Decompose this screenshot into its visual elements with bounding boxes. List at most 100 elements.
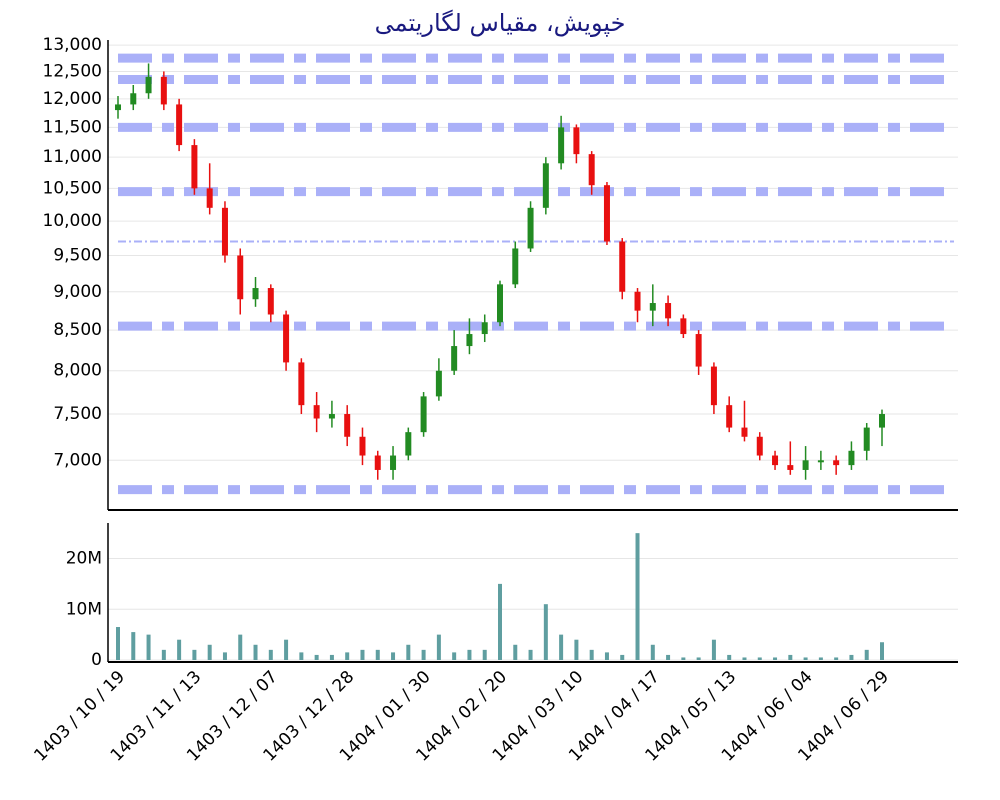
y-tick-label: 7,500 (53, 404, 102, 424)
candle-body (160, 76, 167, 105)
chart-title: خپویش، مقیاس لگاریتمی (375, 9, 626, 37)
candle-body (420, 396, 427, 433)
volume-bar (116, 627, 120, 660)
volume-bar (421, 649, 426, 660)
volume-bar (880, 642, 884, 660)
volume-bar (849, 654, 854, 660)
y-tick-label: 8,000 (53, 361, 102, 381)
volume-bar (406, 644, 411, 660)
candle-body (283, 314, 290, 363)
candle-body (237, 255, 244, 300)
candle-body (680, 318, 687, 335)
candle-body (879, 414, 885, 428)
candle-body (787, 465, 794, 470)
volume-bar (452, 652, 457, 660)
volume-bar (650, 644, 655, 660)
candle-body (359, 436, 366, 456)
candle-body (710, 366, 717, 406)
volume-bar (253, 644, 258, 660)
volume-bar (222, 652, 227, 660)
candle-body (130, 93, 137, 105)
volume-bar (146, 634, 151, 660)
volume-bar (818, 657, 823, 660)
candle-body (512, 248, 519, 285)
volume-bar (543, 604, 548, 660)
candle-body (313, 405, 320, 419)
candle-body (603, 185, 610, 242)
volume-bar (329, 654, 334, 660)
candle-body (221, 207, 228, 256)
y-tick-label: 7,000 (53, 450, 102, 470)
volume-bar (696, 657, 701, 660)
volume-bar (436, 634, 441, 660)
volume-bar (131, 632, 136, 660)
volume-bar (589, 649, 594, 660)
candle-body (741, 427, 748, 437)
candle-body (481, 322, 488, 335)
candle-body (695, 334, 702, 367)
y-tick-label: 10,500 (43, 178, 102, 198)
candle-body (374, 455, 381, 470)
y-tick-label: 9,000 (53, 282, 102, 302)
y-tick-label: 9,500 (53, 245, 102, 265)
candle-body (558, 127, 565, 164)
volume-bar (299, 652, 304, 660)
volume-bar (574, 639, 579, 660)
candle-body (145, 76, 152, 94)
y2-tick-label: 10M (66, 599, 102, 619)
volume-bar (727, 654, 732, 660)
volume-bar (711, 639, 716, 660)
candle-body (206, 188, 213, 208)
candle-body (252, 288, 259, 300)
candle-body (466, 334, 473, 347)
volume-bar (635, 533, 640, 660)
candle-body (863, 427, 870, 451)
volume-bar (284, 639, 289, 660)
volume-bar (192, 649, 197, 660)
candle-body (573, 127, 580, 155)
volume-bar (834, 657, 839, 660)
y2-tick-label: 20M (66, 549, 102, 569)
candle-body (665, 303, 672, 319)
candle-body (298, 362, 305, 406)
candle-body (451, 346, 458, 371)
candle-body (634, 291, 641, 311)
volume-bar (666, 654, 671, 660)
volume-bar (513, 644, 518, 660)
y-tick-label: 11,000 (43, 147, 102, 167)
volume-bar (620, 654, 625, 660)
volume-bar (742, 657, 747, 660)
candle-body (588, 154, 595, 186)
volume-bar (604, 652, 609, 660)
candle-body (756, 436, 763, 456)
volume-bar (788, 654, 793, 660)
candle-body (542, 163, 549, 208)
volume-bar (681, 657, 686, 660)
candle-body (390, 455, 397, 470)
candle-body (619, 241, 626, 292)
volume-bar (391, 652, 396, 660)
candle-body (802, 460, 809, 470)
volume-bar (345, 652, 350, 660)
volume-bar (803, 657, 808, 660)
y-tick-label: 12,500 (43, 61, 102, 81)
candle-body (497, 284, 503, 323)
y-tick-label: 13,000 (43, 35, 102, 55)
volume-bar (528, 649, 533, 660)
volume-bar (268, 649, 273, 660)
volume-bar (238, 634, 243, 660)
candle-body (649, 303, 656, 311)
volume-bar (467, 649, 472, 660)
volume-bar (559, 634, 564, 660)
y-tick-label: 8,500 (53, 320, 102, 340)
volume-bar (757, 657, 762, 660)
volume-bar (498, 583, 502, 660)
y-tick-label: 10,000 (43, 211, 102, 231)
candle-body (833, 460, 840, 466)
volume-bar (482, 649, 487, 660)
candle-body (328, 414, 335, 419)
candle-body (726, 405, 733, 428)
candle-body (115, 104, 121, 111)
volume-bar (360, 649, 365, 660)
